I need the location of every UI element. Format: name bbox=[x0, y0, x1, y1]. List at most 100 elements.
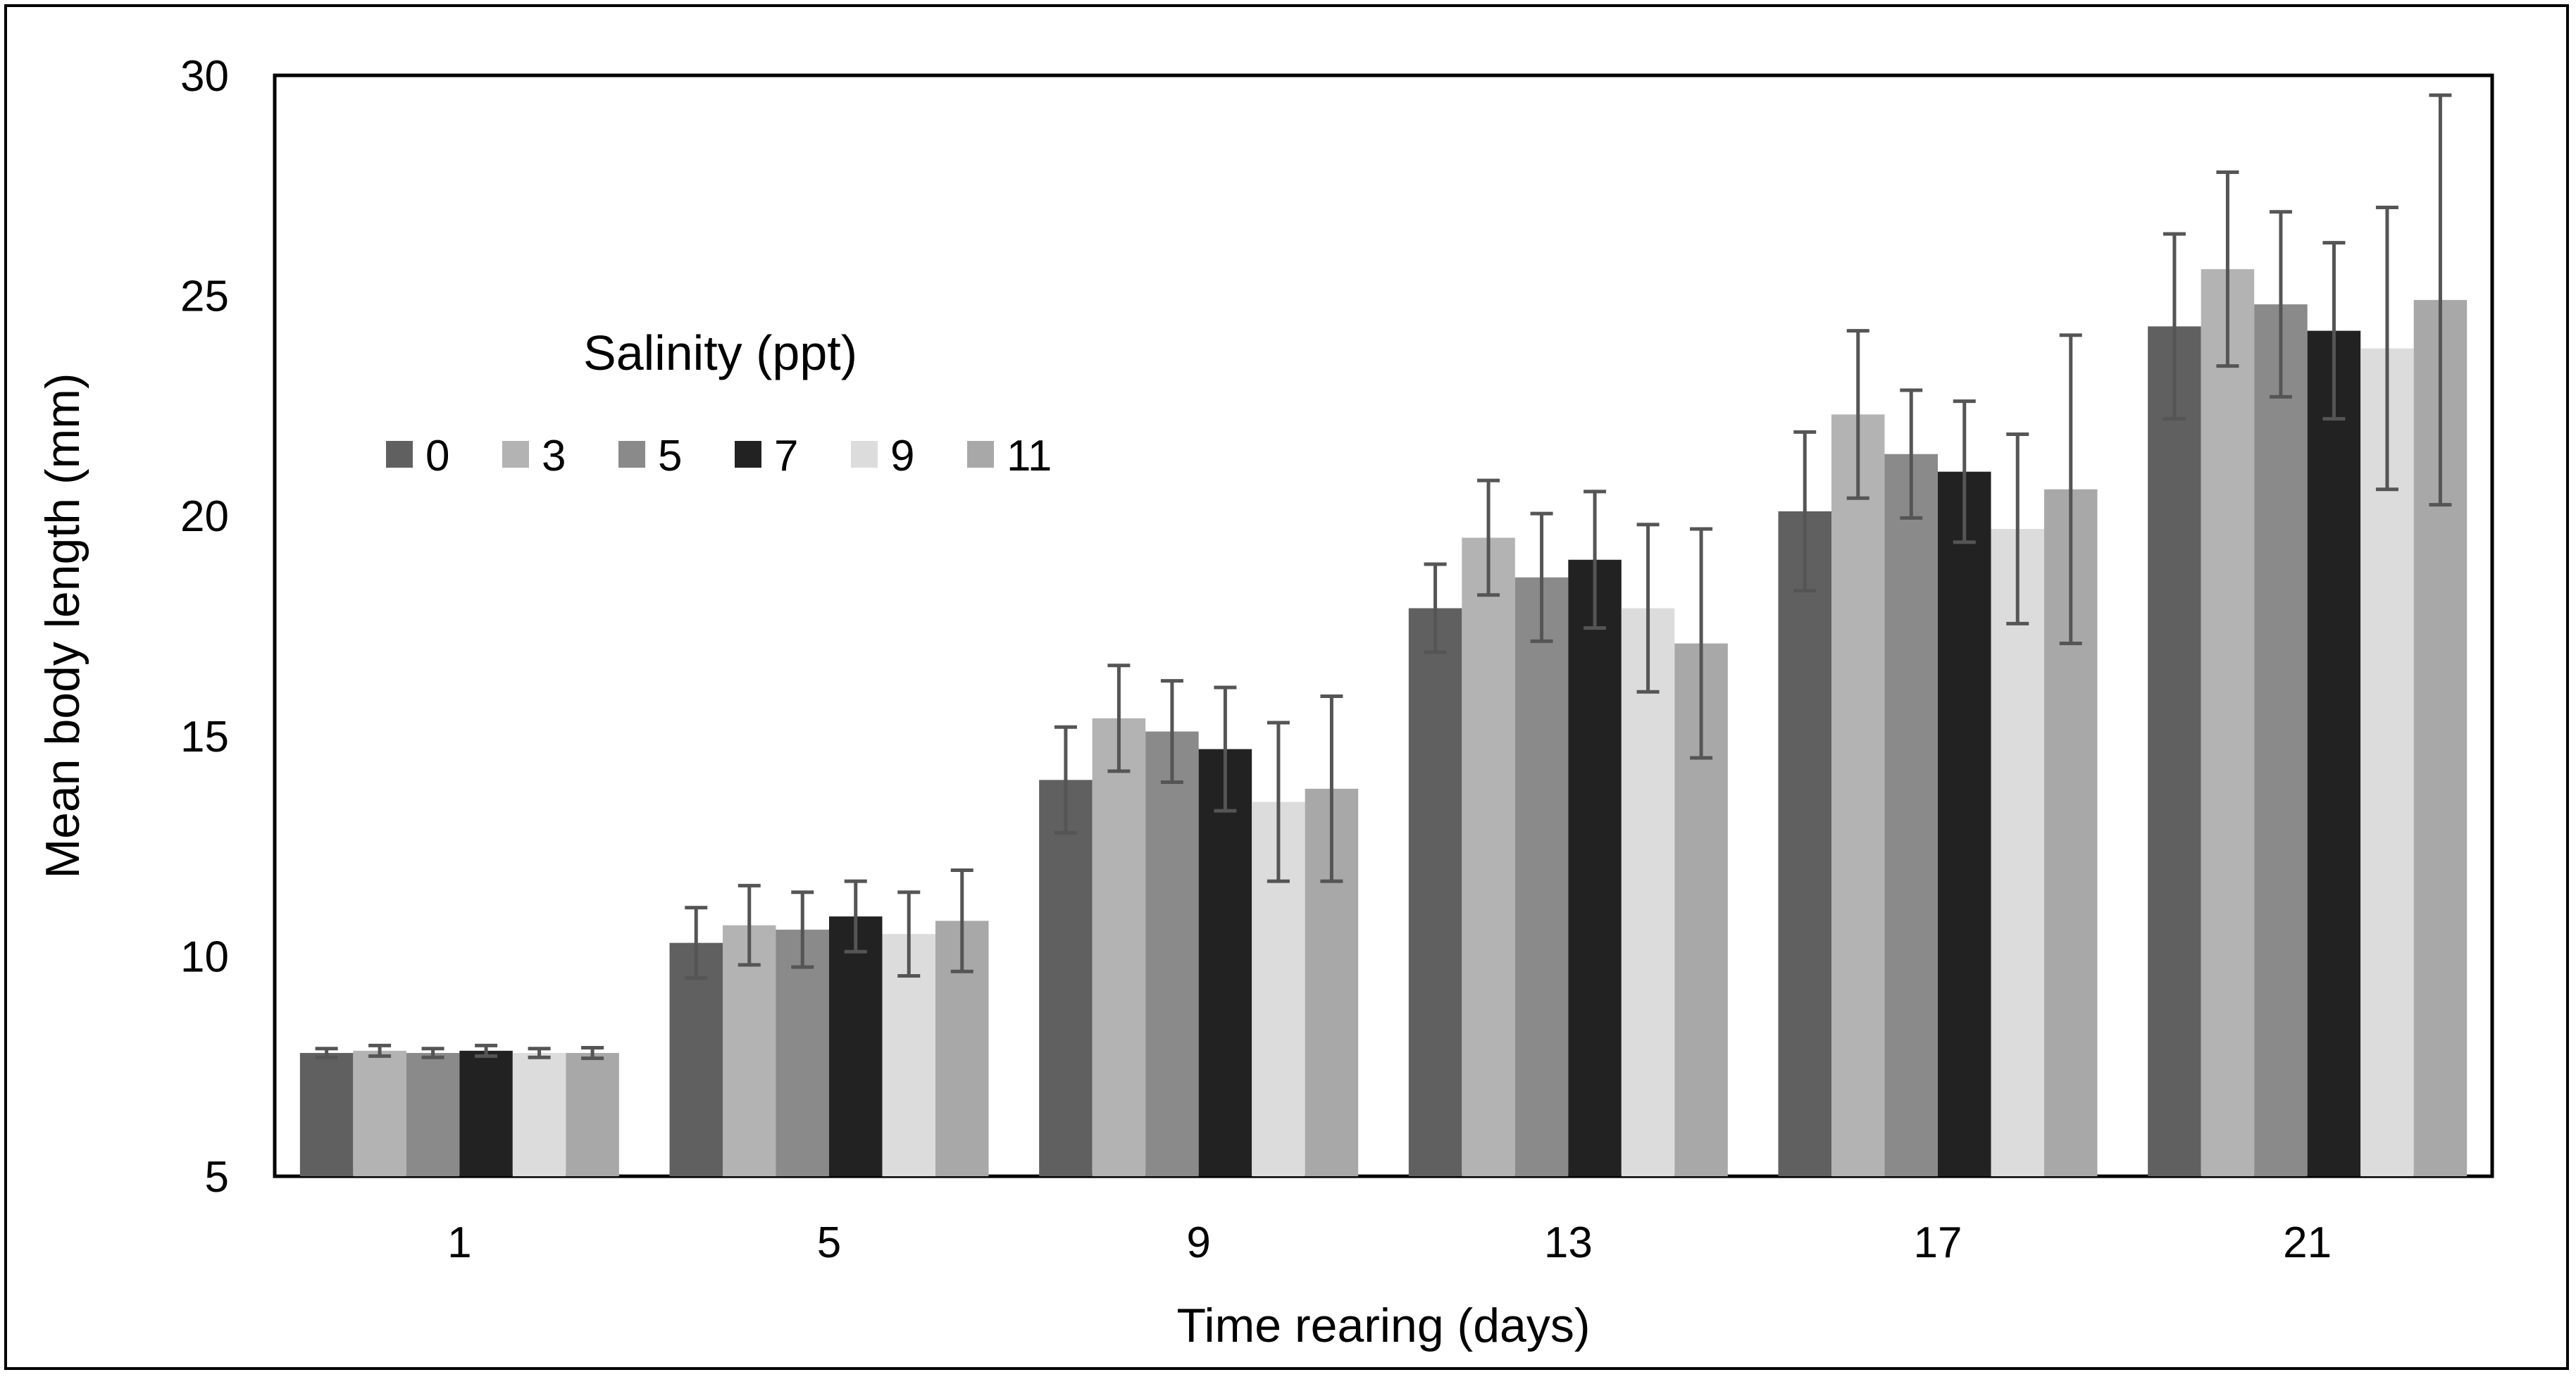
legend-label: 0 bbox=[425, 432, 449, 480]
legend-swatch bbox=[851, 441, 878, 468]
legend-items: 0 3 5 7 9 11 bbox=[386, 432, 1052, 480]
y-axis-ticks: 5 10 15 20 25 30 bbox=[180, 52, 229, 1202]
x-tick-label: 5 bbox=[817, 1219, 841, 1267]
error-bar bbox=[2006, 432, 2029, 625]
bar bbox=[512, 1052, 566, 1176]
bar bbox=[723, 925, 776, 1176]
x-tick-label: 17 bbox=[1914, 1219, 1962, 1267]
error-bar bbox=[1214, 685, 1237, 813]
x-tick-label: 9 bbox=[1186, 1219, 1210, 1267]
legend-swatch bbox=[967, 441, 994, 468]
error-bar bbox=[2322, 241, 2346, 421]
legend-label: 9 bbox=[890, 432, 914, 480]
error-bar bbox=[2163, 232, 2186, 421]
plot-area bbox=[273, 73, 2494, 1178]
bar bbox=[2201, 269, 2255, 1176]
error-bar bbox=[1583, 490, 1607, 630]
error-bar bbox=[1846, 329, 1869, 500]
bar bbox=[2254, 304, 2308, 1176]
bar bbox=[1514, 577, 1569, 1176]
error-bar bbox=[1267, 721, 1290, 883]
bar bbox=[1462, 537, 1515, 1176]
y-tick-label: 30 bbox=[180, 52, 229, 101]
error-bar bbox=[368, 1043, 392, 1058]
bar bbox=[1884, 454, 1938, 1176]
y-axis-title: Mean body length (mm) bbox=[36, 373, 89, 878]
bar bbox=[829, 916, 883, 1176]
error-bar bbox=[1690, 527, 1713, 760]
y-tick-label: 10 bbox=[180, 933, 229, 981]
bars-layer bbox=[299, 269, 2468, 1177]
legend-swatch bbox=[735, 441, 761, 468]
bar bbox=[669, 942, 723, 1176]
error-bar bbox=[1054, 725, 1077, 835]
error-bar bbox=[950, 868, 973, 973]
error-bar bbox=[2216, 170, 2239, 368]
error-bar bbox=[581, 1045, 604, 1060]
error-bar bbox=[2429, 93, 2452, 507]
error-bar bbox=[528, 1047, 551, 1059]
x-tick-label: 21 bbox=[2283, 1219, 2332, 1267]
bar bbox=[1831, 414, 1885, 1176]
bar bbox=[353, 1050, 406, 1176]
error-bar bbox=[1107, 663, 1131, 773]
bar bbox=[1938, 471, 1991, 1176]
bar bbox=[1991, 528, 2044, 1176]
legend: Salinity (ppt) 0 3 5 7 9 11 bbox=[386, 325, 1052, 480]
bar bbox=[566, 1052, 619, 1176]
bar bbox=[1092, 718, 1146, 1176]
legend-label: 7 bbox=[774, 432, 798, 480]
legend-label: 3 bbox=[542, 432, 566, 480]
error-bar bbox=[421, 1047, 444, 1059]
error-bar bbox=[897, 890, 921, 978]
error-bar bbox=[1530, 511, 1553, 643]
error-bar bbox=[1320, 694, 1343, 883]
error-bar bbox=[1477, 478, 1500, 597]
legend-swatch bbox=[502, 441, 529, 468]
legend-title: Salinity (ppt) bbox=[583, 325, 857, 380]
bar bbox=[776, 929, 829, 1176]
bar bbox=[1039, 780, 1093, 1176]
bar bbox=[2307, 330, 2361, 1177]
x-axis-ticks: 1 5 9 13 17 21 bbox=[447, 1219, 2332, 1267]
error-bar bbox=[475, 1043, 498, 1058]
y-tick-label: 25 bbox=[180, 273, 229, 321]
error-bar bbox=[685, 906, 708, 980]
y-tick-label: 20 bbox=[180, 492, 229, 541]
x-tick-label: 13 bbox=[1544, 1219, 1593, 1267]
bar bbox=[1778, 511, 1831, 1176]
bar bbox=[2148, 326, 2201, 1176]
legend-swatch bbox=[618, 441, 645, 468]
x-tick-label: 1 bbox=[447, 1219, 471, 1267]
legend-item: 0 bbox=[386, 432, 449, 480]
bar bbox=[299, 1052, 354, 1176]
error-bars-layer bbox=[315, 93, 2452, 1060]
legend-item: 7 bbox=[735, 432, 798, 480]
error-bar bbox=[1424, 562, 1447, 654]
bar bbox=[459, 1050, 513, 1176]
y-tick-label: 5 bbox=[205, 1153, 229, 1202]
error-bar bbox=[791, 890, 814, 969]
y-tick-label: 15 bbox=[180, 713, 229, 761]
error-bar bbox=[315, 1047, 338, 1059]
x-axis-title: Time rearing (days) bbox=[1177, 1299, 1591, 1352]
legend-item: 5 bbox=[618, 432, 682, 480]
error-bar bbox=[2059, 333, 2082, 646]
bar bbox=[406, 1052, 460, 1176]
error-bar bbox=[844, 879, 867, 954]
bar bbox=[1568, 559, 1622, 1176]
legend-item: 3 bbox=[502, 432, 566, 480]
legend-label: 11 bbox=[1007, 432, 1052, 480]
error-bar bbox=[738, 883, 761, 967]
error-bar bbox=[1953, 399, 1976, 544]
error-bar bbox=[2375, 206, 2398, 492]
error-bar bbox=[1793, 430, 1817, 592]
error-bar bbox=[1160, 679, 1183, 784]
error-bar bbox=[2269, 210, 2292, 399]
bar bbox=[1145, 731, 1199, 1176]
error-bar bbox=[1900, 388, 1923, 520]
bar bbox=[1408, 608, 1462, 1176]
legend-swatch bbox=[386, 441, 413, 468]
bar bbox=[1198, 749, 1252, 1176]
